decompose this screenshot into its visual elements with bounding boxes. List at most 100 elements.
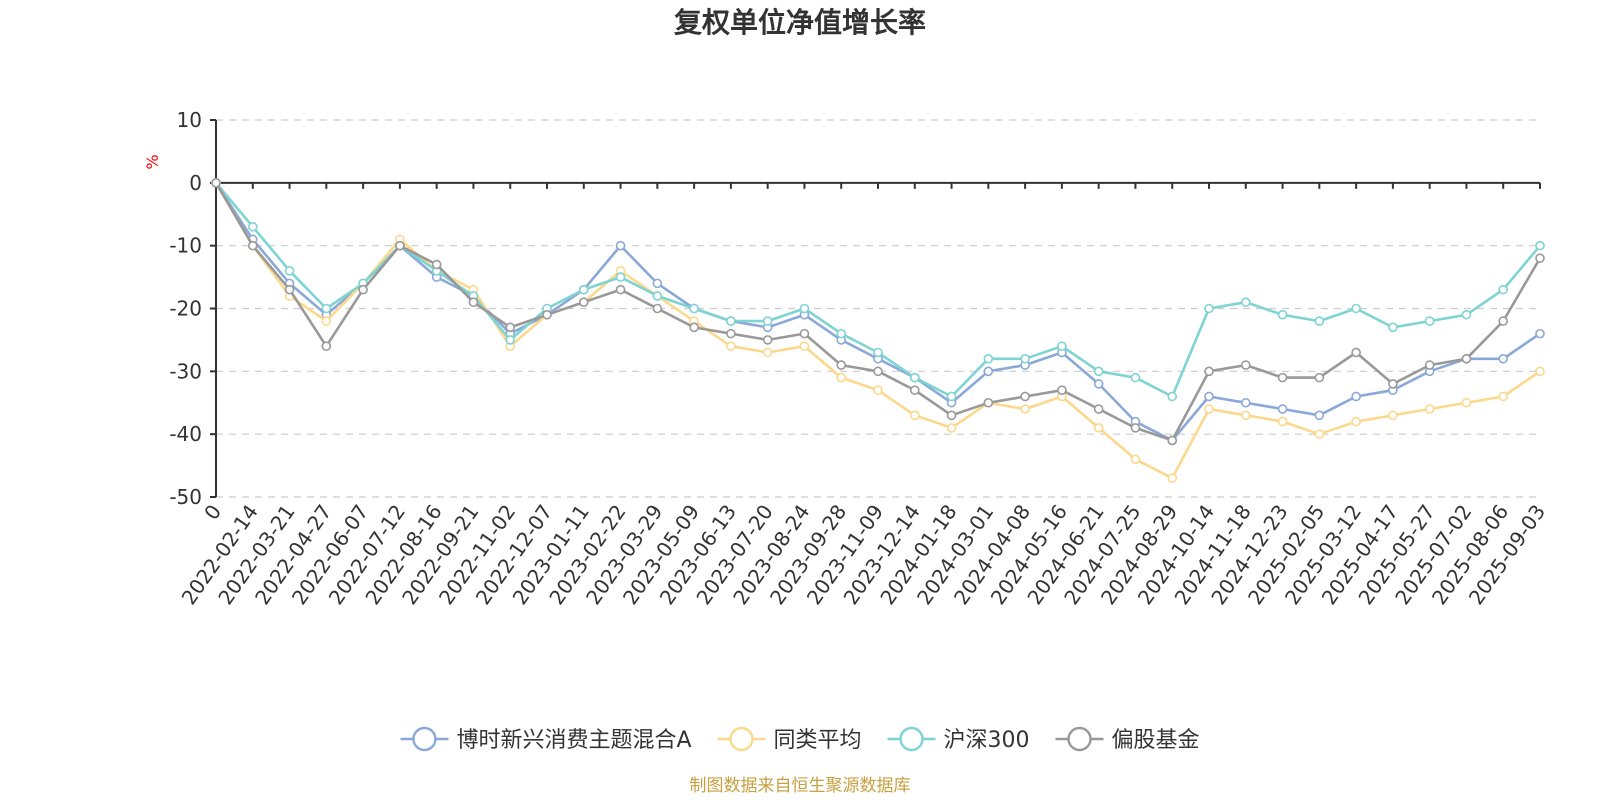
data-point [1167,435,1178,446]
axes: 100-10-20-30-40-5002022-02-142022-03-212… [169,108,1550,609]
data-point [1277,416,1288,427]
data-point [873,366,883,377]
data-point [1461,309,1472,320]
data-point [1424,404,1435,414]
data-point [1388,410,1398,421]
data-point [431,259,442,270]
legend-label: 沪深300 [944,728,1030,753]
y-tick-label: 0 [189,171,202,195]
data-point [652,291,663,301]
data-point [1093,404,1104,414]
data-point [1240,360,1251,370]
data-point [909,372,920,383]
data-point [799,303,810,314]
data-point [726,341,736,352]
data-point [946,423,957,433]
data-point [321,341,332,352]
data-point [1057,385,1067,395]
data-point [1057,341,1067,352]
legend-swatch-circle [899,726,924,752]
legend-swatch-circle [1067,726,1092,752]
legend-item[interactable]: 博时新兴消费主题混合A [400,726,692,753]
data-point [1130,423,1141,433]
grid [216,119,1540,498]
data-point [578,297,589,308]
legend-label: 偏股基金 [1112,728,1200,753]
legend-item[interactable]: 沪深300 [887,726,1030,753]
data-point [762,335,773,345]
legend-item[interactable]: 偏股基金 [1055,726,1200,753]
series-4 [211,178,1545,446]
data-point [762,316,773,326]
data-point [395,240,405,251]
y-tick-label: 10 [177,108,202,132]
data-point [762,347,773,358]
data-point [1351,391,1361,402]
data-point [726,328,736,339]
data-point [1461,397,1472,408]
data-point [211,178,221,188]
data-source-label: 制图数据来自恒生聚源数据库 [690,776,911,796]
data-point [983,397,994,408]
y-tick-label: -30 [169,359,202,383]
chart-title: 复权单位净值增长率 [674,6,926,39]
y-tick-label: -50 [169,485,202,509]
data-point [1424,360,1435,370]
data-point [946,391,957,402]
legend-swatch-circle [412,726,437,752]
data-point [1351,347,1361,358]
data-point [247,240,258,251]
data-point [1020,404,1030,414]
data-point [836,372,847,383]
data-point [799,341,810,352]
series-lines [211,178,1545,483]
legend[interactable]: 博时新兴消费主题混合A 同类平均 沪深300 偏股基金 [400,726,1200,753]
data-point [615,284,626,295]
data-point [1204,366,1214,377]
data-point [1388,322,1398,333]
data-point [873,347,883,358]
data-point [909,410,920,421]
y-tick-label: -10 [169,234,202,258]
data-point [652,278,663,289]
data-point [1020,391,1030,402]
data-point [1461,353,1472,364]
x-tick-label: 0 [199,500,226,524]
legend-label: 博时新兴消费主题混合A [456,728,691,753]
data-point [689,322,699,333]
data-point [615,272,626,282]
data-point [946,410,957,421]
data-point [836,328,847,339]
data-point [247,222,258,232]
data-point [1204,303,1214,314]
data-point [1424,316,1435,326]
legend-swatch-circle [729,726,754,752]
data-point [505,322,516,333]
data-point [799,328,810,339]
data-point [1388,379,1398,389]
data-point [1277,309,1288,320]
data-point [1204,404,1214,414]
series-line [215,181,1541,398]
y-tick-label: -40 [169,422,202,446]
data-point [1314,429,1325,439]
legend-item[interactable]: 同类平均 [717,726,862,753]
data-point [652,303,663,314]
data-point [1277,404,1288,414]
data-point [1240,410,1251,421]
data-point [1351,416,1361,427]
data-point [615,240,626,251]
data-point [1351,303,1361,314]
data-point [1314,410,1325,421]
data-point [1093,423,1104,433]
legend-label: 同类平均 [774,728,862,753]
data-point [505,335,516,345]
data-point [358,284,368,295]
data-point [1093,366,1104,377]
data-point [1498,284,1509,295]
data-point [1498,353,1509,364]
series-3 [211,178,1545,402]
y-tick-label: -20 [169,297,202,321]
data-point [321,303,332,314]
